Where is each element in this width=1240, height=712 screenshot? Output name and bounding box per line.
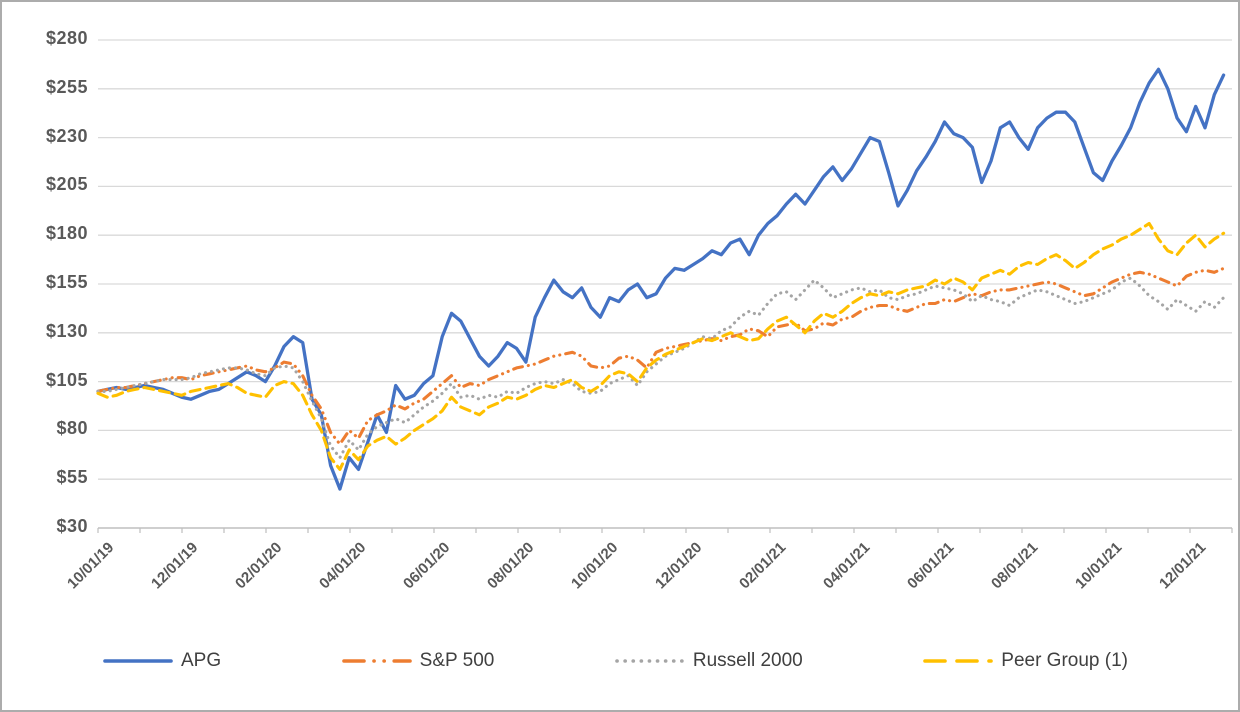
legend-item-s-p-500: S&P 500 [341, 650, 495, 672]
y-axis-label: $205 [45, 174, 88, 195]
y-axis-label: $30 [56, 516, 88, 536]
legend-item-apg: APG [102, 650, 221, 672]
series-line-russell-2000 [96, 276, 1226, 460]
legend: APG S&P 500 Russell 2000 Peer Group (1) [2, 650, 1238, 672]
legend-item-peer-group-1: Peer Group (1) [922, 650, 1128, 672]
y-axis-label: $155 [45, 272, 88, 292]
y-axis-label: $80 [56, 418, 88, 439]
legend-label: S&P 500 [419, 650, 495, 671]
y-axis-label: $105 [45, 369, 88, 390]
legend-sample-peer-group-1-line [923, 659, 994, 663]
legend-label: APG [181, 650, 222, 671]
gridlines [98, 39, 1232, 480]
y-axis-label: $255 [45, 76, 88, 97]
y-axis-label: $180 [45, 223, 88, 244]
y-axis-label: $230 [45, 125, 88, 146]
legend-sample-apg-line [103, 659, 173, 663]
y-axis-label: $130 [45, 320, 88, 341]
series-line-peer-group-1 [96, 221, 1226, 471]
y-axis-label: $280 [45, 28, 88, 48]
legend-item-russell-2000: Russell 2000 [614, 650, 803, 672]
legend-sample-s-p-500-line [341, 659, 412, 663]
legend-label: Russell 2000 [692, 650, 803, 671]
x-axis-ticks [97, 528, 1233, 533]
legend-label: Peer Group (1) [1001, 650, 1128, 671]
series-line-s-p-500 [96, 266, 1226, 446]
legend-sample-russell-2000-line [615, 659, 685, 663]
y-axis-label: $55 [56, 467, 88, 488]
series-line-apg [96, 67, 1226, 491]
